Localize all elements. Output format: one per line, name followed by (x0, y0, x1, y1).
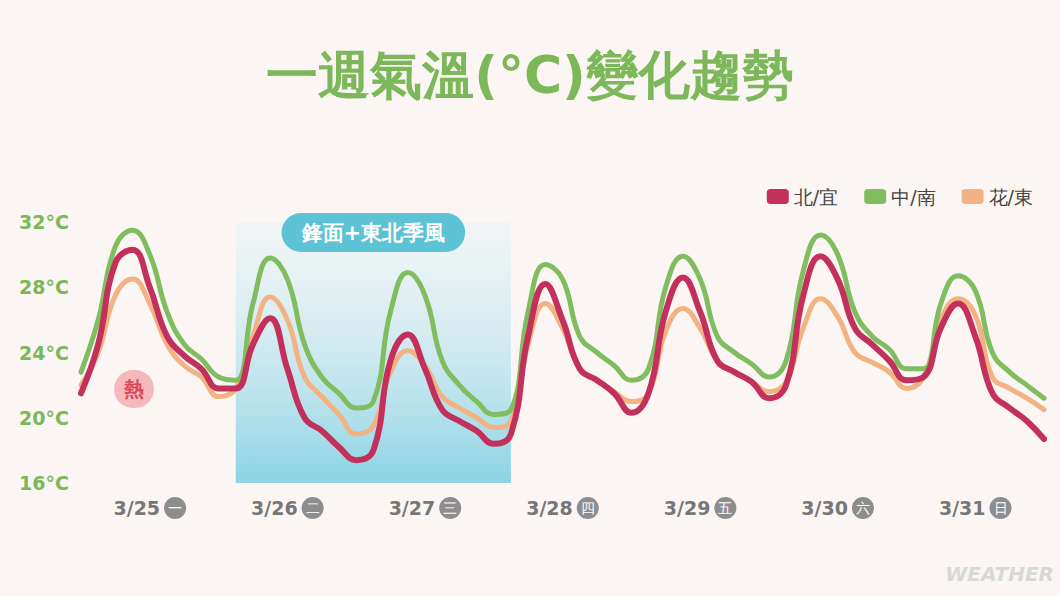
svg-text:一: 一 (168, 500, 182, 516)
svg-text:花/東: 花/東 (989, 186, 1033, 208)
svg-text:28°C: 28°C (19, 276, 69, 298)
svg-text:3/30: 3/30 (801, 497, 848, 519)
svg-text:3/27: 3/27 (389, 497, 436, 519)
svg-text:日: 日 (994, 500, 1008, 516)
svg-text:中/南: 中/南 (891, 186, 935, 208)
svg-text:五: 五 (718, 500, 732, 516)
svg-text:3/31: 3/31 (939, 497, 986, 519)
svg-text:熱: 熱 (123, 377, 144, 401)
svg-text:3/26: 3/26 (251, 497, 298, 519)
svg-text:3/28: 3/28 (526, 497, 573, 519)
svg-text:24°C: 24°C (19, 342, 69, 364)
svg-text:三: 三 (443, 500, 457, 516)
svg-text:一週氣溫(°C)變化趨勢: 一週氣溫(°C)變化趨勢 (266, 45, 794, 105)
svg-text:32°C: 32°C (19, 211, 69, 233)
svg-text:四: 四 (581, 500, 595, 516)
svg-text:六: 六 (856, 500, 870, 516)
svg-text:北/宜: 北/宜 (794, 186, 838, 208)
svg-text:WEATHER: WEATHER (945, 562, 1054, 586)
svg-text:3/29: 3/29 (664, 497, 711, 519)
svg-text:3/25: 3/25 (113, 497, 160, 519)
svg-text:鋒面+東北季風: 鋒面+東北季風 (301, 221, 446, 245)
svg-text:20°C: 20°C (19, 407, 69, 429)
svg-text:二: 二 (306, 500, 320, 516)
svg-text:16°C: 16°C (19, 472, 69, 494)
